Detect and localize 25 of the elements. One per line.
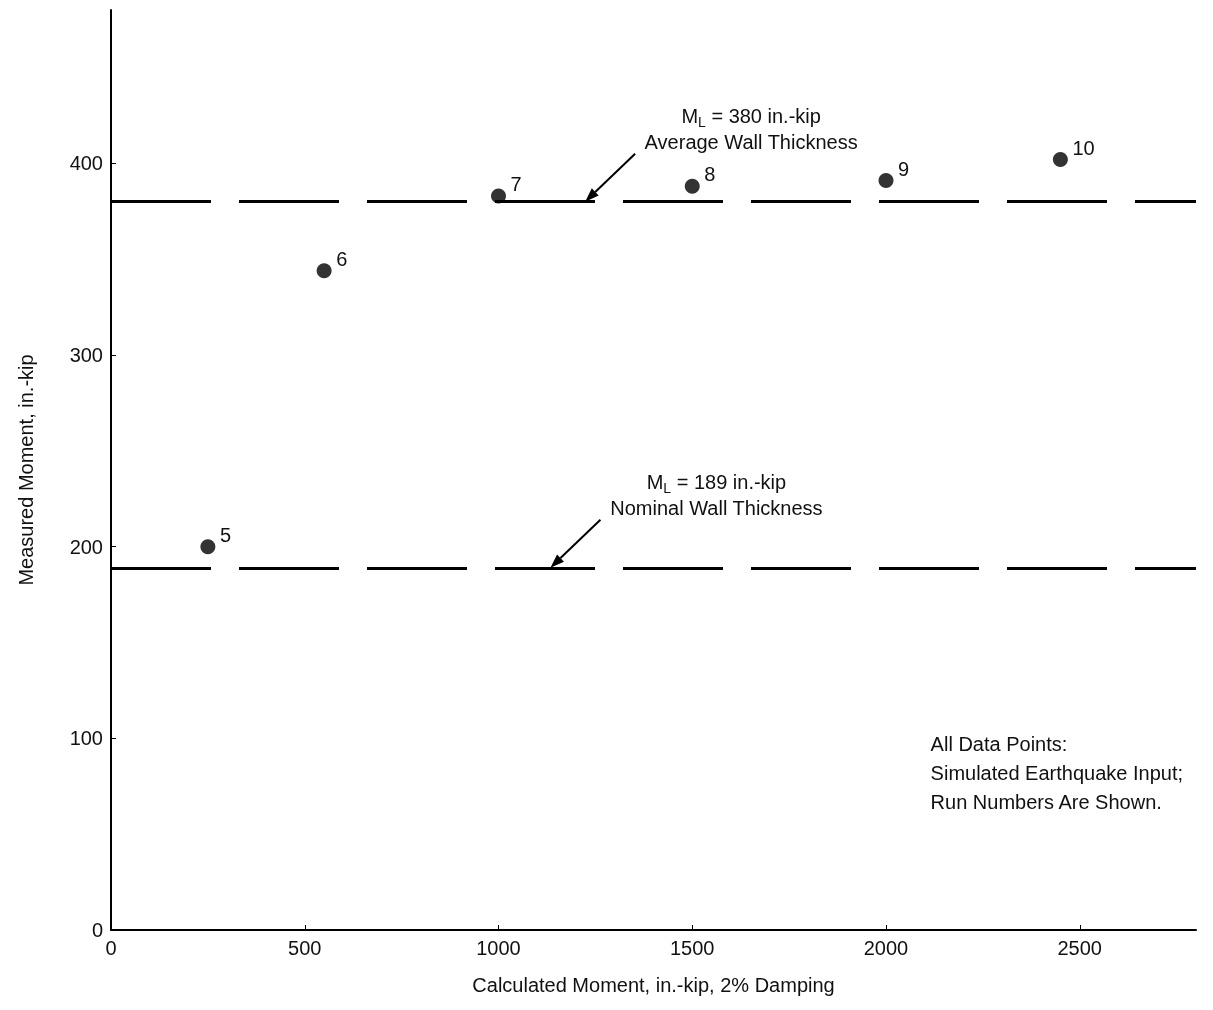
annotation: All Data Points: Simulated Earthquake Input; Run Numbers Are Shown. [930, 732, 1183, 815]
x-tick-label: 2000 [863, 937, 909, 959]
x-tick-label: 1000 [476, 937, 521, 959]
annotation: 9 [898, 156, 910, 181]
x-tick-label: 500 [288, 937, 322, 959]
x-tick-label: 2500 [1057, 937, 1102, 959]
y-tick-label: 100 [69, 727, 103, 750]
y-tick-label: 0 [91, 919, 103, 941]
annotation: 10 [1072, 135, 1095, 160]
y-tick-label: 200 [69, 535, 103, 558]
annotation: 6 [336, 246, 348, 271]
y-tick-label: 300 [69, 344, 103, 366]
y-axis-title: Measured Moment, in.-kip [15, 354, 37, 586]
point [878, 173, 894, 189]
annotation: 7 [510, 171, 522, 196]
y-tick-label: 400 [69, 152, 103, 175]
annotation: 8 [704, 162, 716, 187]
x-tick-label: 1500 [670, 937, 715, 959]
x-axis-title: Calculated Moment, in.-kip, 2% Damping [472, 974, 835, 996]
x-tick-label: 0 [105, 937, 117, 959]
annotation: 5 [219, 522, 231, 547]
point [200, 539, 216, 555]
point [316, 263, 332, 279]
point [684, 178, 700, 194]
point [1052, 152, 1068, 167]
